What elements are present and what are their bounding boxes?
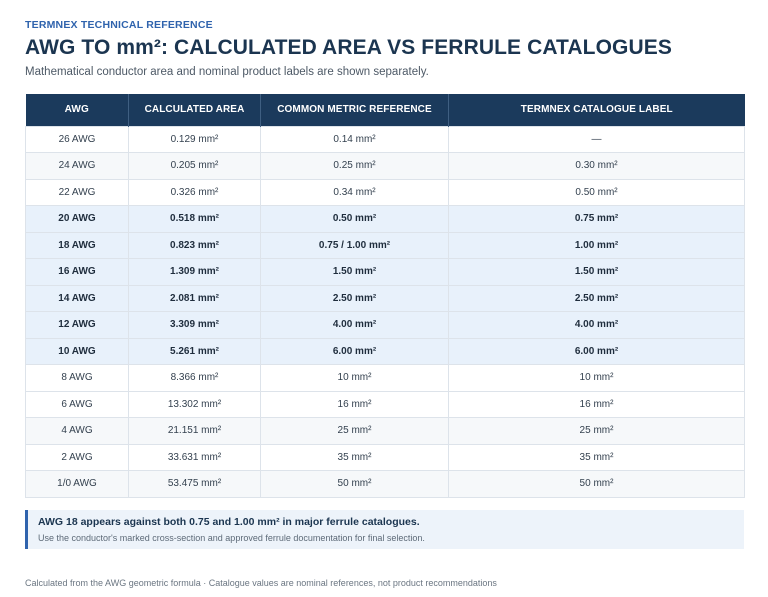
table-row: 1/0 AWG 53.475 mm² 50 mm² 50 mm² bbox=[25, 470, 745, 498]
page-subtitle: Mathematical conductor area and nominal … bbox=[25, 66, 429, 78]
footer-note: Calculated from the AWG geometric formul… bbox=[25, 578, 497, 588]
table-row: 24 AWG 0.205 mm² 0.25 mm² 0.30 mm² bbox=[25, 152, 745, 180]
cell-awg: 16 AWG bbox=[25, 258, 129, 286]
column-header-metric-reference: COMMON METRIC REFERENCE bbox=[260, 94, 449, 126]
cell-catalogue-label: 25 mm² bbox=[448, 417, 745, 445]
table-row: 2 AWG 33.631 mm² 35 mm² 35 mm² bbox=[25, 443, 745, 471]
table-row: 4 AWG 21.151 mm² 25 mm² 25 mm² bbox=[25, 417, 745, 445]
callout-text: Use the conductor's marked cross-section… bbox=[38, 533, 425, 543]
cell-metric-reference: 0.75 / 1.00 mm² bbox=[260, 231, 449, 259]
cell-calculated-area: 0.518 mm² bbox=[128, 205, 261, 233]
table-row: 14 AWG 2.081 mm² 2.50 mm² 2.50 mm² bbox=[25, 284, 745, 312]
cell-metric-reference: 10 mm² bbox=[260, 364, 449, 392]
page-title: AWG TO mm²: CALCULATED AREA VS FERRULE C… bbox=[25, 36, 672, 59]
cell-calculated-area: 8.366 mm² bbox=[128, 364, 261, 392]
cell-awg: 4 AWG bbox=[25, 417, 129, 445]
cell-awg: 12 AWG bbox=[25, 311, 129, 339]
cell-metric-reference: 25 mm² bbox=[260, 417, 449, 445]
column-header-catalogue-label: TERMNEX CATALOGUE LABEL bbox=[448, 94, 745, 126]
cell-metric-reference: 2.50 mm² bbox=[260, 284, 449, 312]
table-row: 22 AWG 0.326 mm² 0.34 mm² 0.50 mm² bbox=[25, 178, 745, 206]
cell-calculated-area: 0.205 mm² bbox=[128, 152, 261, 180]
cell-calculated-area: 0.823 mm² bbox=[128, 231, 261, 259]
cell-calculated-area: 1.309 mm² bbox=[128, 258, 261, 286]
cell-awg: 14 AWG bbox=[25, 284, 129, 312]
cell-metric-reference: 4.00 mm² bbox=[260, 311, 449, 339]
cell-calculated-area: 21.151 mm² bbox=[128, 417, 261, 445]
eyebrow-label: TERMNEX TECHNICAL REFERENCE bbox=[25, 19, 213, 31]
cell-awg: 8 AWG bbox=[25, 364, 129, 392]
cell-metric-reference: 1.50 mm² bbox=[260, 258, 449, 286]
cell-catalogue-label: 35 mm² bbox=[448, 443, 745, 471]
table-header-row: AWG CALCULATED AREA COMMON METRIC REFERE… bbox=[25, 94, 745, 126]
table-body: 26 AWG 0.129 mm² 0.14 mm² —24 AWG 0.205 mm² 0… bbox=[25, 125, 745, 498]
cell-catalogue-label: 1.00 mm² bbox=[448, 231, 745, 259]
table-row: 8 AWG 8.366 mm² 10 mm² 10 mm² bbox=[25, 364, 745, 392]
cell-metric-reference: 0.34 mm² bbox=[260, 178, 449, 206]
column-header-awg: AWG bbox=[25, 94, 129, 126]
cell-calculated-area: 2.081 mm² bbox=[128, 284, 261, 312]
table-row: 26 AWG 0.129 mm² 0.14 mm² — bbox=[25, 125, 745, 153]
cell-catalogue-label: — bbox=[448, 125, 745, 153]
cell-awg: 6 AWG bbox=[25, 390, 129, 418]
table-row: 6 AWG 13.302 mm² 16 mm² 16 mm² bbox=[25, 390, 745, 418]
cell-awg: 20 AWG bbox=[25, 205, 129, 233]
cell-metric-reference: 0.14 mm² bbox=[260, 125, 449, 153]
cell-metric-reference: 0.50 mm² bbox=[260, 205, 449, 233]
cell-metric-reference: 50 mm² bbox=[260, 470, 449, 498]
cell-catalogue-label: 0.75 mm² bbox=[448, 205, 745, 233]
table-row: 20 AWG 0.518 mm² 0.50 mm² 0.75 mm² bbox=[25, 205, 745, 233]
table-row: 10 AWG 5.261 mm² 6.00 mm² 6.00 mm² bbox=[25, 337, 745, 365]
cell-awg: 1/0 AWG bbox=[25, 470, 129, 498]
cell-catalogue-label: 2.50 mm² bbox=[448, 284, 745, 312]
cell-awg: 22 AWG bbox=[25, 178, 129, 206]
cell-awg: 2 AWG bbox=[25, 443, 129, 471]
callout-title: AWG 18 appears against both 0.75 and 1.0… bbox=[38, 516, 420, 528]
cell-awg: 24 AWG bbox=[25, 152, 129, 180]
table-row: 12 AWG 3.309 mm² 4.00 mm² 4.00 mm² bbox=[25, 311, 745, 339]
cell-metric-reference: 16 mm² bbox=[260, 390, 449, 418]
column-header-calculated-area: CALCULATED AREA bbox=[128, 94, 261, 126]
cell-catalogue-label: 6.00 mm² bbox=[448, 337, 745, 365]
cell-awg: 10 AWG bbox=[25, 337, 129, 365]
cell-catalogue-label: 1.50 mm² bbox=[448, 258, 745, 286]
cell-calculated-area: 53.475 mm² bbox=[128, 470, 261, 498]
cell-metric-reference: 35 mm² bbox=[260, 443, 449, 471]
cell-catalogue-label: 16 mm² bbox=[448, 390, 745, 418]
table-row: 18 AWG 0.823 mm² 0.75 / 1.00 mm² 1.00 mm² bbox=[25, 231, 745, 259]
cell-awg: 18 AWG bbox=[25, 231, 129, 259]
cell-catalogue-label: 0.50 mm² bbox=[448, 178, 745, 206]
cell-catalogue-label: 10 mm² bbox=[448, 364, 745, 392]
cell-calculated-area: 0.129 mm² bbox=[128, 125, 261, 153]
cell-metric-reference: 0.25 mm² bbox=[260, 152, 449, 180]
cell-catalogue-label: 0.30 mm² bbox=[448, 152, 745, 180]
table-row: 16 AWG 1.309 mm² 1.50 mm² 1.50 mm² bbox=[25, 258, 745, 286]
cell-catalogue-label: 4.00 mm² bbox=[448, 311, 745, 339]
cell-calculated-area: 3.309 mm² bbox=[128, 311, 261, 339]
cell-calculated-area: 5.261 mm² bbox=[128, 337, 261, 365]
callout-note: AWG 18 appears against both 0.75 and 1.0… bbox=[25, 510, 744, 549]
cell-calculated-area: 0.326 mm² bbox=[128, 178, 261, 206]
cell-metric-reference: 6.00 mm² bbox=[260, 337, 449, 365]
awg-reference-table: AWG CALCULATED AREA COMMON METRIC REFERE… bbox=[25, 94, 745, 498]
cell-awg: 26 AWG bbox=[25, 125, 129, 153]
cell-calculated-area: 13.302 mm² bbox=[128, 390, 261, 418]
cell-calculated-area: 33.631 mm² bbox=[128, 443, 261, 471]
cell-catalogue-label: 50 mm² bbox=[448, 470, 745, 498]
